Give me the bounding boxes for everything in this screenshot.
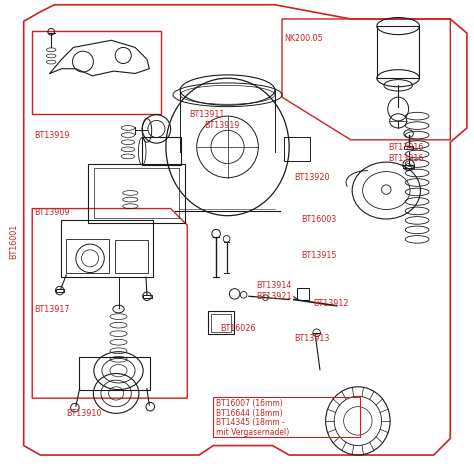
Text: BT13915: BT13915	[301, 252, 337, 260]
Text: mit Vergasernadel): mit Vergasernadel)	[216, 428, 290, 437]
Bar	[66, 239, 109, 273]
Text: BT13911: BT13911	[190, 110, 225, 119]
Text: BT13920: BT13920	[294, 173, 329, 182]
Text: BT13912: BT13912	[313, 299, 348, 308]
Text: BT14345 (18mm -: BT14345 (18mm -	[216, 419, 285, 427]
Text: BT13916: BT13916	[389, 155, 424, 163]
Text: BT13921: BT13921	[256, 292, 292, 301]
Bar	[142, 137, 181, 165]
Bar	[79, 357, 150, 390]
Text: BT16003: BT16003	[301, 215, 336, 224]
Text: BT13909: BT13909	[34, 208, 70, 217]
Text: BT16644 (18mm): BT16644 (18mm)	[216, 409, 283, 418]
Bar	[403, 165, 414, 168]
Text: BT13910: BT13910	[66, 409, 102, 418]
Bar	[297, 288, 309, 300]
Bar	[88, 164, 185, 223]
Text: BT16007 (16mm): BT16007 (16mm)	[216, 400, 283, 408]
Text: NK200.05: NK200.05	[284, 35, 323, 43]
Bar	[284, 137, 310, 161]
Bar	[115, 240, 148, 273]
Text: BT13919: BT13919	[204, 121, 239, 129]
Text: BT13917: BT13917	[34, 305, 70, 313]
Text: BT13914: BT13914	[256, 281, 292, 290]
Text: BT16001: BT16001	[9, 224, 18, 259]
Bar	[404, 146, 413, 149]
Bar	[143, 295, 152, 298]
Text: BT13919: BT13919	[34, 131, 70, 140]
Bar	[377, 26, 419, 78]
Bar	[208, 311, 234, 334]
Bar	[94, 168, 179, 218]
Bar	[211, 314, 231, 332]
Bar	[56, 289, 64, 292]
Text: BT16026: BT16026	[220, 324, 256, 332]
Text: BT13913: BT13913	[294, 335, 329, 343]
Text: BT13916: BT13916	[389, 144, 424, 152]
Bar	[61, 220, 153, 277]
